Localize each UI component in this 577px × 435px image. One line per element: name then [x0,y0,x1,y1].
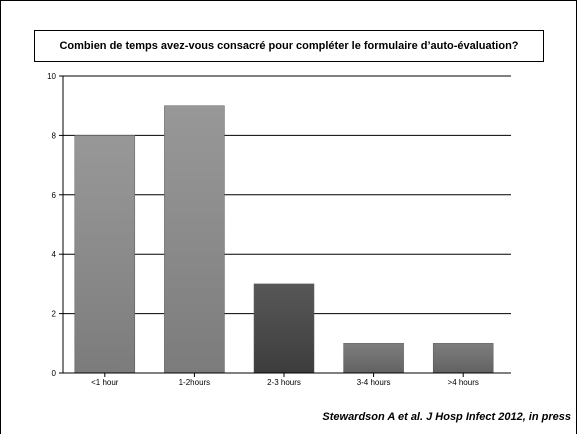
y-tick-label: 8 [52,131,57,140]
gridlines [59,75,511,374]
x-tick-label: 3-4 hours [357,378,391,387]
bars [74,105,494,374]
x-tick-label: <1 hour [91,378,119,387]
axes [62,76,511,374]
bar-shade [164,105,225,373]
bar-shade [433,343,494,373]
y-tick-label: 4 [52,250,57,259]
bar-shade [254,283,314,373]
y-tick-label: 10 [47,72,56,81]
x-tick-labels: <1 hour 1-2hours 2-3 hours 3-4 hours >4 hour… [91,373,479,387]
x-tick-label: 1-2hours [179,378,211,387]
x-tick-label: >4 hours [448,378,479,387]
chart-title: Combien de temps avez-vous consacré pour… [34,30,544,62]
y-tick-label: 6 [52,191,57,200]
citation: Stewardson A et al. J Hosp Infect 2012, … [322,411,571,423]
bar-shade [74,135,135,373]
y-tick-label: 0 [52,369,57,378]
y-tick-label: 2 [52,310,57,319]
bar-shade [343,343,404,373]
y-tick-labels: 0 2 4 6 8 10 [47,72,56,378]
x-tick-label: 2-3 hours [267,378,301,387]
